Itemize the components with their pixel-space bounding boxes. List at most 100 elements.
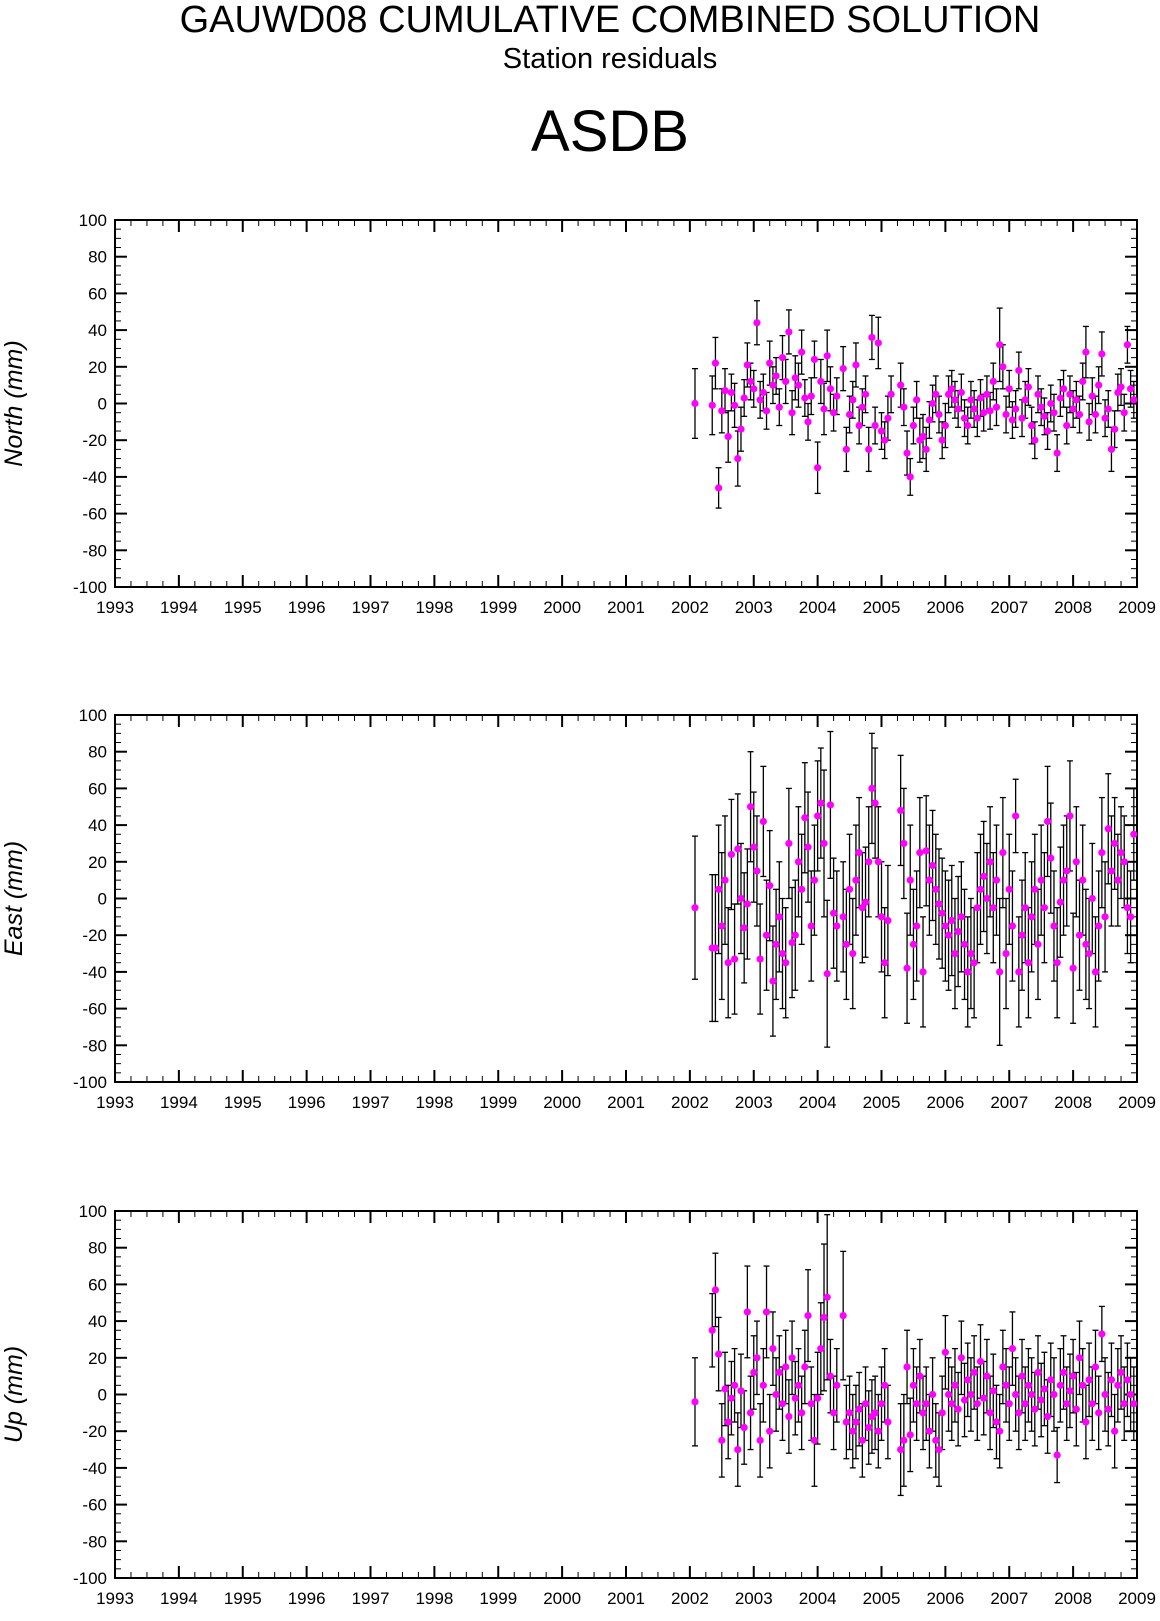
data-point xyxy=(887,390,895,398)
data-point xyxy=(1005,885,1013,893)
data-point xyxy=(849,1427,857,1435)
data-point xyxy=(817,377,825,386)
data-point xyxy=(1024,1381,1033,1389)
x-tick-label: 2000 xyxy=(543,1589,581,1608)
data-point xyxy=(1082,940,1090,948)
data-point xyxy=(743,361,751,369)
data-point xyxy=(801,394,809,402)
data-point xyxy=(1130,396,1138,404)
data-point xyxy=(1085,1376,1093,1384)
data-point xyxy=(964,421,972,430)
data-point xyxy=(798,885,806,893)
data-point xyxy=(1056,1381,1064,1389)
data-point xyxy=(1053,1451,1061,1459)
data-point xyxy=(951,1381,959,1389)
data-point xyxy=(932,1436,940,1444)
data-point xyxy=(769,977,777,985)
data-point xyxy=(865,858,873,866)
data-point xyxy=(996,341,1004,349)
data-point xyxy=(1002,410,1010,419)
data-point xyxy=(721,1385,729,1393)
data-point xyxy=(708,1326,716,1334)
data-point xyxy=(858,904,866,912)
data-point xyxy=(916,849,924,857)
x-tick-label: 1996 xyxy=(288,598,326,617)
data-point xyxy=(810,876,819,884)
data-point xyxy=(1037,403,1045,411)
data-point xyxy=(967,396,975,404)
data-point xyxy=(861,898,870,906)
data-point xyxy=(973,414,981,422)
data-point xyxy=(820,1313,828,1322)
data-point xyxy=(957,1354,965,1362)
data-point xyxy=(906,1431,914,1439)
data-point xyxy=(823,352,831,360)
x-tick-label: 1995 xyxy=(224,598,262,617)
data-point xyxy=(782,1363,790,1371)
x-tick-label: 2004 xyxy=(799,1589,837,1608)
data-point xyxy=(1123,341,1132,349)
data-point xyxy=(785,1412,793,1421)
data-point xyxy=(916,1372,924,1380)
data-point xyxy=(794,1381,803,1389)
x-tick-label: 1995 xyxy=(224,1589,262,1608)
data-point xyxy=(1082,348,1090,356)
y-tick-label: -60 xyxy=(82,1000,107,1019)
x-tick-label: 2002 xyxy=(671,1093,709,1112)
x-tick-label: 2007 xyxy=(990,1093,1028,1112)
data-point xyxy=(1053,959,1061,967)
data-point xyxy=(718,922,726,930)
data-point xyxy=(900,403,908,411)
data-point xyxy=(906,876,914,884)
data-point xyxy=(903,449,911,457)
data-point xyxy=(756,955,764,963)
data-point xyxy=(756,396,764,404)
data-point xyxy=(935,900,943,908)
data-point xyxy=(1101,1390,1109,1399)
data-point xyxy=(1111,1427,1119,1435)
data-point xyxy=(877,1400,886,1408)
data-point xyxy=(1063,867,1071,875)
x-tick-label: 1999 xyxy=(479,1589,517,1608)
data-point xyxy=(829,909,838,917)
x-tick-label: 2005 xyxy=(863,1093,901,1112)
data-point xyxy=(1127,385,1135,393)
data-point xyxy=(839,913,847,921)
data-point xyxy=(954,1405,962,1413)
data-point xyxy=(996,968,1004,976)
data-point xyxy=(938,436,946,444)
data-point xyxy=(1012,1390,1020,1399)
data-point xyxy=(913,922,921,930)
data-point xyxy=(1066,812,1074,820)
data-point xyxy=(769,381,777,389)
x-tick-label: 2000 xyxy=(543,1093,581,1112)
data-point xyxy=(989,1387,997,1395)
data-point xyxy=(948,916,956,925)
data-point xyxy=(871,1409,879,1417)
data-points xyxy=(691,784,1138,985)
data-point xyxy=(1072,396,1080,404)
data-point xyxy=(919,432,927,441)
x-tick-label: 1996 xyxy=(288,1093,326,1112)
data-point xyxy=(826,385,835,393)
data-point xyxy=(1043,427,1052,435)
data-point xyxy=(1034,1368,1042,1377)
data-point xyxy=(903,1363,911,1371)
data-point xyxy=(1079,377,1087,386)
data-point xyxy=(1015,968,1023,976)
x-tick-label: 1997 xyxy=(352,598,390,617)
x-tick-label: 1995 xyxy=(224,1093,262,1112)
chart-panel: -100 -80 -60 -40 -20 0 20 40 60 80 100 1993 1994 1995… xyxy=(0,211,1156,617)
data-point xyxy=(1107,1376,1116,1384)
data-point xyxy=(884,1418,892,1426)
data-point xyxy=(1098,350,1106,358)
data-point xyxy=(996,1427,1004,1435)
data-point xyxy=(1101,913,1109,921)
data-point xyxy=(983,390,991,398)
data-point xyxy=(721,387,729,395)
data-point xyxy=(929,399,937,408)
data-point xyxy=(884,916,892,925)
x-tick-label: 2009 xyxy=(1118,1589,1156,1608)
data-point xyxy=(730,1381,739,1389)
y-tick-label: 80 xyxy=(88,743,107,762)
